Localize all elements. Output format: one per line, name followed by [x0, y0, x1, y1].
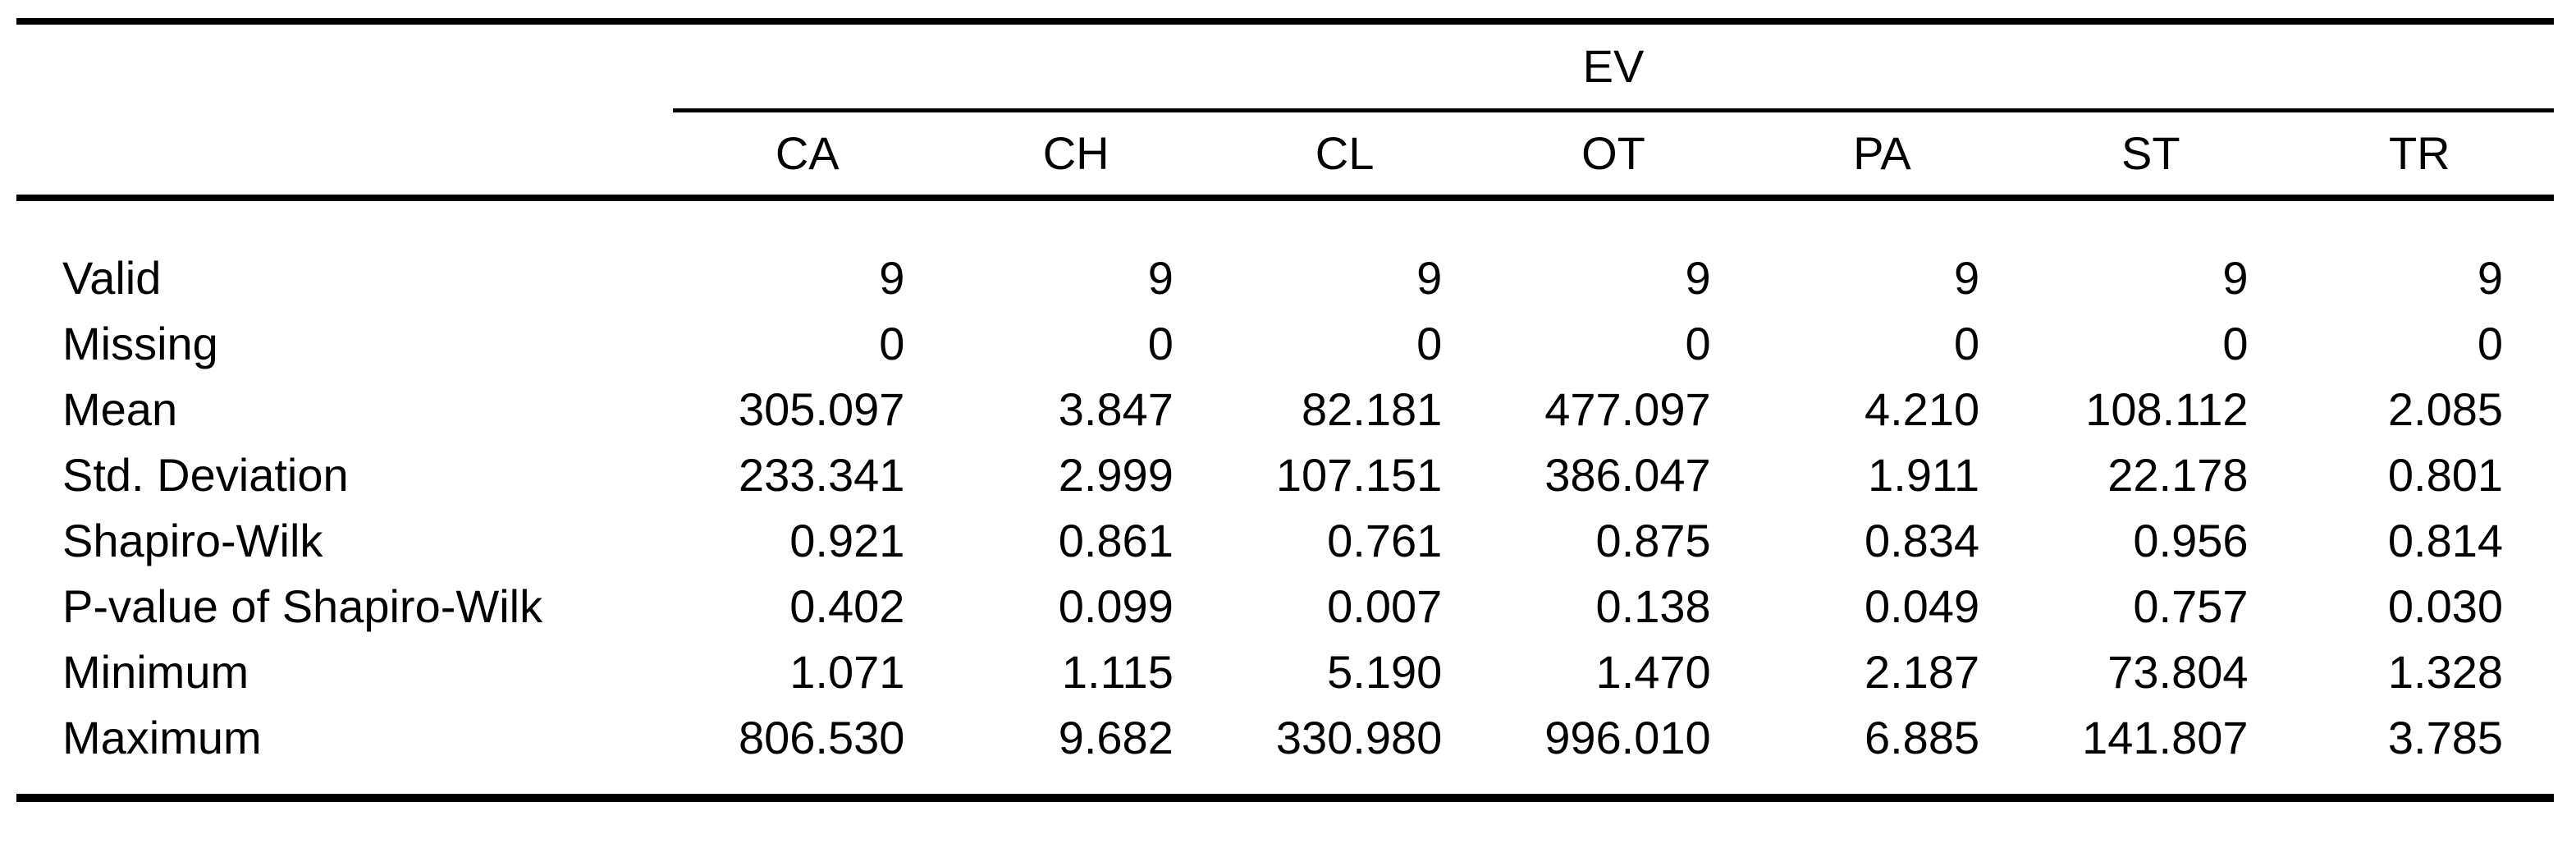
table-row: Minimum 1.071 1.115 5.190 1.470 2.187 73.804 1.…	[16, 639, 2554, 705]
row-label: Missing	[62, 318, 218, 369]
value-cell: 9	[1953, 252, 1980, 304]
value-cell: 330.980	[1275, 712, 1443, 763]
value-cell: 1.328	[2387, 646, 2503, 698]
value-cell: 0.030	[2387, 580, 2503, 632]
value-cell: 0.402	[789, 580, 905, 632]
row-label: Mean	[62, 383, 178, 435]
spanner-row: EV	[16, 21, 2554, 112]
value-cell: 806.530	[738, 712, 905, 763]
value-cell: 2.187	[1864, 646, 1980, 698]
value-cell: 1.470	[1595, 646, 1711, 698]
row-label: Valid	[62, 252, 162, 304]
value-cell: 73.804	[2107, 646, 2249, 698]
value-cell: 1.115	[1061, 646, 1174, 698]
value-cell: 0.834	[1864, 515, 1980, 566]
descriptives-table: EV CA CH CL OT PA ST TR Valid 9 9 9 9 9 9 9 Miss…	[16, 18, 2554, 802]
value-cell: 386.047	[1544, 449, 1711, 501]
value-cell: 9	[2477, 252, 2503, 304]
column-header-tr: TR	[2285, 110, 2554, 201]
table-header: EV CA CH CL OT PA ST TR	[16, 21, 2554, 201]
row-label: Maximum	[62, 712, 262, 763]
value-cell: 9.682	[1058, 712, 1174, 763]
value-cell: 305.097	[738, 383, 905, 435]
value-cell: 4.210	[1864, 383, 1980, 435]
value-cell: 0	[1953, 318, 1980, 369]
value-cell: 3.785	[2387, 712, 2503, 763]
value-cell: 22.178	[2107, 449, 2249, 501]
row-label: Shapiro-Wilk	[62, 515, 323, 566]
column-header-cl: CL	[1210, 110, 1480, 201]
column-header-st: ST	[2016, 110, 2285, 201]
column-header-ch: CH	[941, 110, 1210, 201]
value-cell: 0	[1147, 318, 1174, 369]
value-cell: 2.999	[1058, 449, 1174, 501]
value-cell: 0.099	[1058, 580, 1174, 632]
value-cell: 233.341	[738, 449, 905, 501]
value-cell: 9	[2222, 252, 2249, 304]
table-body: Valid 9 9 9 9 9 9 9 Missing 0 0 0 0 0 0 0 Mean 305.097 3.8…	[16, 198, 2554, 798]
row-label: P-value of Shapiro-Wilk	[62, 580, 543, 632]
value-cell: 108.112	[2085, 383, 2249, 435]
value-cell: 0.049	[1864, 580, 1980, 632]
value-cell: 0	[2477, 318, 2503, 369]
column-header-pa: PA	[1747, 110, 2017, 201]
column-header-ca: CA	[673, 110, 942, 201]
value-cell: 2.085	[2387, 383, 2503, 435]
value-cell: 3.847	[1058, 383, 1174, 435]
value-cell: 0.956	[2133, 515, 2249, 566]
value-cell: 1.071	[789, 646, 905, 698]
spanner-stub-spacer	[16, 21, 673, 111]
value-cell: 0	[879, 318, 905, 369]
value-cell: 0.875	[1595, 515, 1711, 566]
value-cell: 477.097	[1544, 383, 1711, 435]
value-cell: 0	[1416, 318, 1443, 369]
table-row: Shapiro-Wilk 0.921 0.861 0.761 0.875 0.834 0.9…	[16, 508, 2554, 574]
page: { "table": { "spanner_label": "EV", "col…	[0, 18, 2576, 857]
table-row: Valid 9 9 9 9 9 9 9	[16, 198, 2554, 311]
value-cell: 0.801	[2387, 449, 2503, 501]
value-cell: 107.151	[1275, 449, 1443, 501]
value-cell: 141.807	[2082, 712, 2249, 763]
column-header-ot: OT	[1479, 110, 1748, 201]
table-row: Mean 305.097 3.847 82.181 477.097 4.210 108.11…	[16, 377, 2554, 442]
value-cell: 0.138	[1595, 580, 1711, 632]
value-cell: 0.861	[1058, 515, 1174, 566]
row-label: Std. Deviation	[62, 449, 349, 501]
value-cell: 0.757	[2133, 580, 2249, 632]
value-cell: 6.885	[1864, 712, 1980, 763]
value-cell: 9	[879, 252, 905, 304]
value-cell: 9	[1416, 252, 1443, 304]
value-cell: 82.181	[1301, 383, 1443, 435]
value-cell: 0	[1685, 318, 1711, 369]
value-cell: 9	[1147, 252, 1174, 304]
column-header-row: CA CH CL OT PA ST TR	[16, 110, 2554, 201]
table-row: Missing 0 0 0 0 0 0 0	[16, 311, 2554, 377]
value-cell: 5.190	[1327, 646, 1443, 698]
header-stub-spacer	[16, 110, 673, 201]
table-row: P-value of Shapiro-Wilk 0.402 0.099 0.007 0.…	[16, 574, 2554, 639]
row-label: Minimum	[62, 646, 249, 698]
value-cell: 996.010	[1544, 712, 1711, 763]
value-cell: 0	[2222, 318, 2249, 369]
table-row: Std. Deviation 233.341 2.999 107.151 386.047…	[16, 442, 2554, 508]
value-cell: 0.761	[1327, 515, 1443, 566]
value-cell: 0.814	[2387, 515, 2503, 566]
spanner-label-ev: EV	[673, 21, 2554, 112]
table-row: Maximum 806.530 9.682 330.980 996.010 6.885 14…	[16, 705, 2554, 798]
value-cell: 0.921	[789, 515, 905, 566]
value-cell: 9	[1685, 252, 1711, 304]
value-cell: 0.007	[1327, 580, 1443, 632]
value-cell: 1.911	[1868, 449, 1980, 501]
